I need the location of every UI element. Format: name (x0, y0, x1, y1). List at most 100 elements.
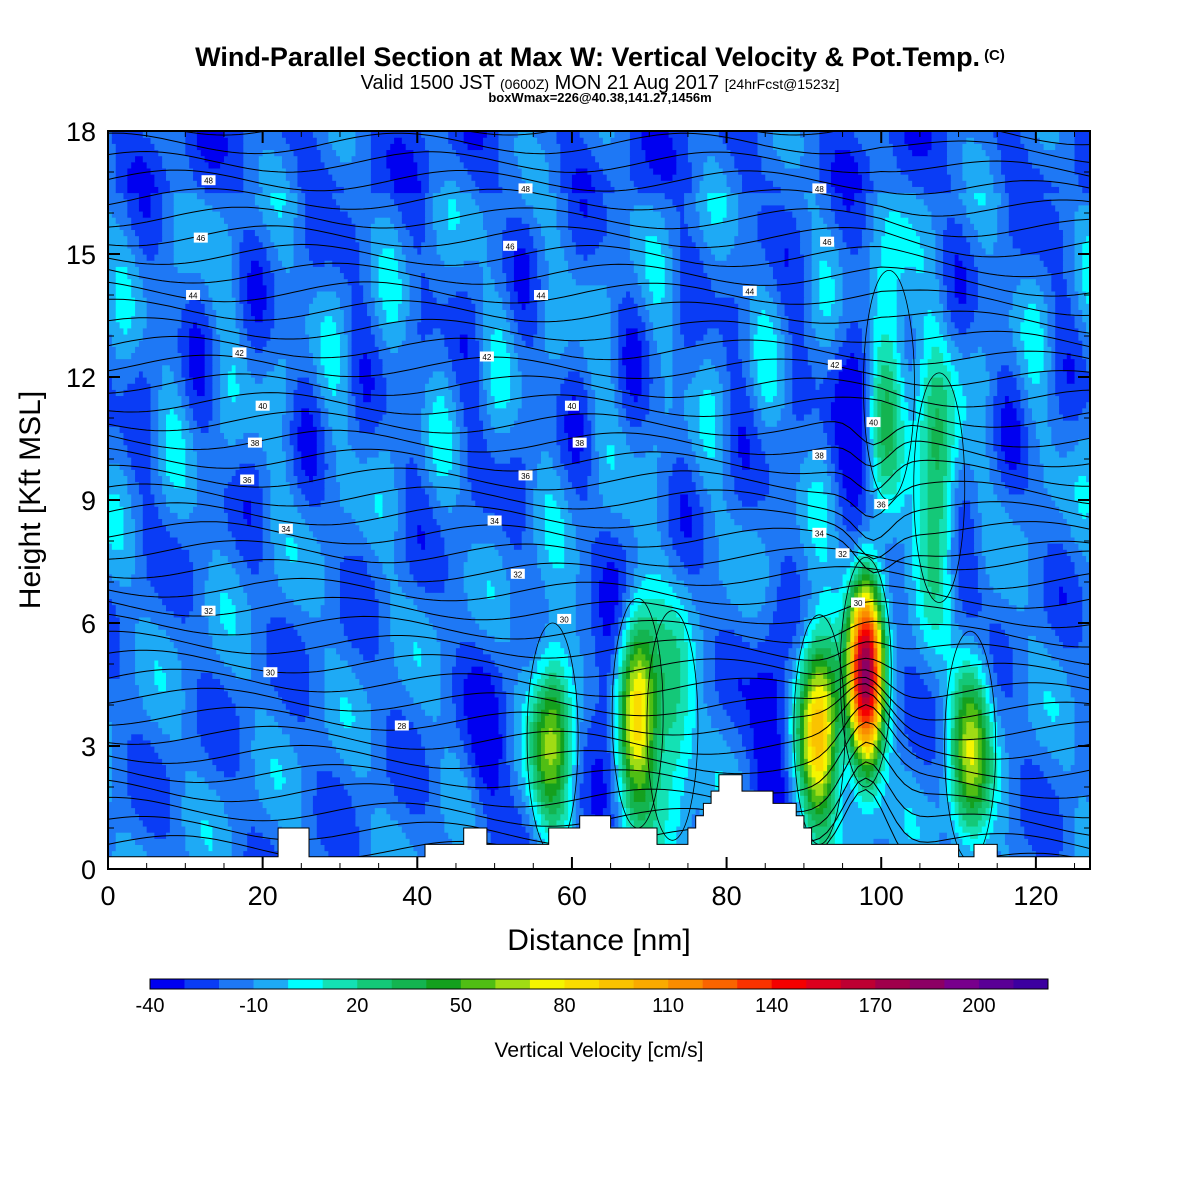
velocity-cell (815, 764, 824, 772)
velocity-cell (1001, 770, 1010, 778)
velocity-cell (1028, 666, 1064, 673)
velocity-cell (591, 807, 604, 815)
velocity-cell (583, 715, 592, 722)
velocity-cell (656, 696, 662, 704)
velocity-cell (185, 844, 210, 852)
velocity-cell (405, 715, 434, 722)
velocity-cell (1020, 432, 1029, 440)
velocity-cell (320, 543, 372, 550)
velocity-cell (142, 844, 186, 852)
velocity-cell (452, 696, 465, 704)
velocity-cell (1086, 555, 1090, 563)
velocity-cell (904, 579, 917, 587)
velocity-cell (568, 690, 577, 698)
velocity-cell (301, 782, 318, 790)
velocity-cell (881, 635, 886, 643)
velocity-cell (935, 739, 944, 747)
velocity-cell (455, 715, 469, 722)
velocity-cell (506, 746, 515, 753)
velocity-cell (858, 653, 863, 661)
velocity-cell (115, 604, 167, 612)
velocity-cell (610, 463, 616, 470)
velocity-cell (981, 690, 987, 698)
velocity-cell (150, 450, 159, 458)
velocity-cell (637, 604, 674, 612)
velocity-cell (1074, 567, 1090, 575)
velocity-cell (1012, 653, 1029, 661)
velocity-cell (227, 629, 237, 636)
velocity-cell (111, 764, 128, 772)
velocity-cell (513, 543, 523, 550)
velocity-cell (680, 690, 689, 698)
velocity-cell (270, 764, 283, 772)
velocity-cell (730, 463, 743, 470)
velocity-cell (900, 475, 921, 483)
velocity-cell (649, 666, 654, 673)
velocity-cell (966, 702, 975, 710)
velocity-cell (680, 739, 693, 747)
velocity-cell (568, 746, 573, 753)
velocity-cell (958, 524, 975, 532)
velocity-cell (985, 795, 991, 802)
velocity-cell (401, 709, 426, 716)
velocity-cell (714, 432, 724, 440)
velocity-cell (954, 579, 960, 587)
velocity-cell (869, 450, 875, 458)
velocity-cell (196, 678, 221, 686)
velocity-cell (510, 770, 519, 778)
velocity-cell (850, 623, 855, 630)
velocity-cell (413, 696, 442, 704)
velocity-cell (571, 746, 577, 753)
velocity-cell (645, 739, 650, 747)
velocity-cell (854, 610, 859, 618)
velocity-cell (885, 715, 890, 722)
velocity-cell (1024, 487, 1049, 495)
velocity-cell (672, 604, 685, 612)
velocity-cell (336, 444, 353, 452)
velocity-cell (1078, 506, 1090, 513)
velocity-cell (981, 789, 987, 796)
velocity-cell (293, 493, 306, 501)
velocity-cell (181, 733, 202, 741)
velocity-cell (842, 598, 848, 606)
velocity-cell (997, 672, 1014, 679)
velocity-cell (850, 561, 855, 569)
velocity-cell (467, 555, 503, 563)
velocity-cell (544, 629, 577, 636)
velocity-cell (111, 739, 128, 747)
velocity-cell (803, 813, 809, 821)
velocity-cell (575, 604, 592, 612)
velocity-cell (525, 807, 534, 815)
velocity-cell (108, 438, 125, 446)
velocity-cell (939, 463, 948, 470)
velocity-cell (656, 764, 662, 772)
velocity-cell (896, 659, 929, 667)
velocity-cell (873, 623, 878, 630)
velocity-cell (401, 678, 442, 686)
velocity-cell (656, 512, 670, 520)
velocity-cell (1051, 438, 1080, 446)
velocity-cell (943, 432, 948, 440)
velocity-cell (162, 481, 175, 489)
velocity-cell (185, 475, 198, 483)
velocity-cell (111, 733, 132, 741)
velocity-cell (850, 629, 855, 636)
velocity-cell (108, 629, 121, 636)
velocity-cell (985, 721, 991, 729)
velocity-cell (1043, 579, 1080, 587)
velocity-cell (297, 475, 310, 483)
velocity-cell (297, 438, 318, 446)
velocity-cell (436, 518, 500, 526)
velocity-cell (885, 647, 890, 655)
velocity-cell (227, 438, 237, 446)
velocity-cell (135, 678, 155, 686)
velocity-cell (838, 801, 844, 809)
velocity-cell (877, 561, 882, 569)
velocity-cell (676, 610, 689, 618)
velocity-cell (193, 573, 210, 581)
velocity-cell (769, 481, 797, 489)
velocity-cell (854, 752, 859, 759)
velocity-cell (544, 770, 558, 778)
velocity-cell (629, 629, 639, 636)
velocity-cell (950, 475, 956, 483)
